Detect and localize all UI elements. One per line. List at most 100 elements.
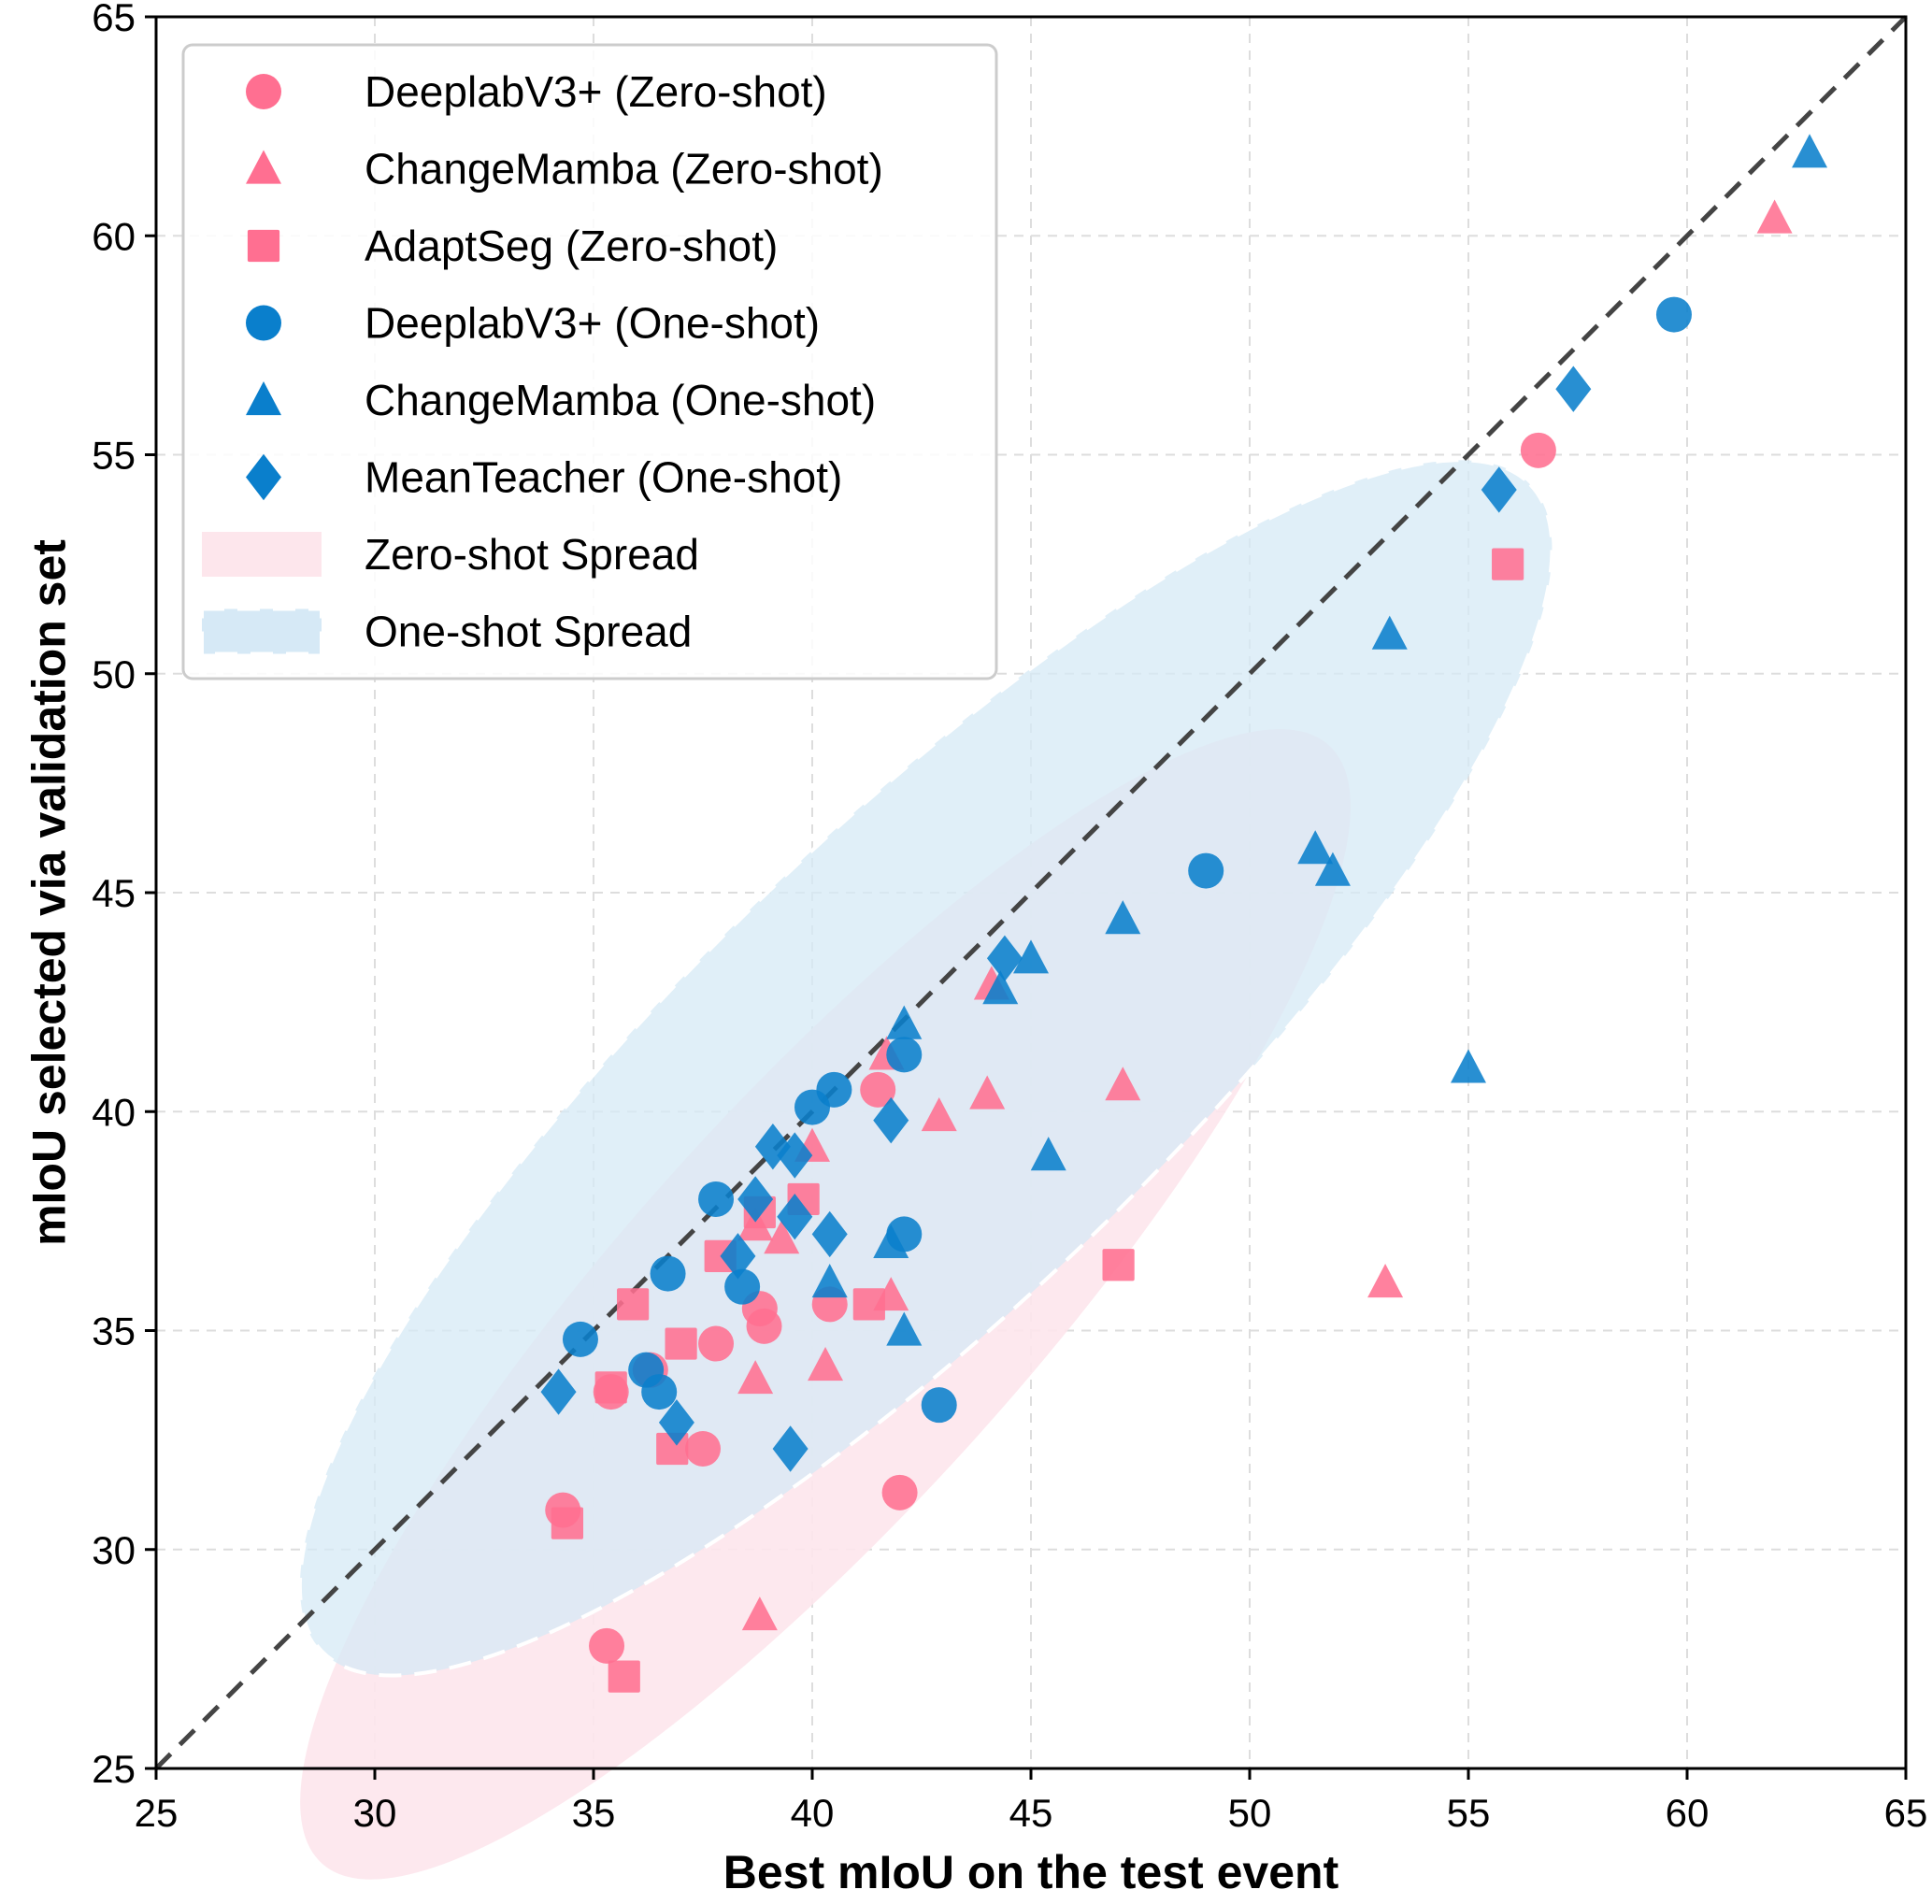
x-tick-label: 60 [1666, 1791, 1710, 1835]
data-point-circle [724, 1268, 761, 1305]
legend-marker-triangle-icon [246, 150, 281, 184]
legend-item: MeanTeacher (One-shot) [246, 453, 842, 502]
legend-item: ChangeMamba (Zero-shot) [246, 145, 883, 193]
data-point-triangle [1371, 615, 1408, 650]
data-point-triangle [1367, 1264, 1404, 1298]
data-point-square [608, 1660, 640, 1693]
data-point-diamond [777, 1193, 813, 1240]
legend-item: AdaptSeg (Zero-shot) [247, 222, 778, 270]
data-point-circle [746, 1308, 782, 1344]
y-axis-ticks: 25 30 35 40 45 50 55 60 65 [92, 0, 156, 1791]
legend-label: ChangeMamba (Zero-shot) [365, 145, 883, 193]
legend: DeeplabV3+ (Zero-shot) ChangeMamba (Zero-… [181, 43, 998, 680]
data-point-diamond [811, 1210, 848, 1258]
legend-box [181, 43, 998, 680]
series-meanteacher-one-shot [540, 365, 1592, 1472]
y-tick-label: 65 [92, 0, 136, 39]
y-tick-label: 35 [92, 1310, 136, 1353]
data-point-triangle [1756, 199, 1793, 234]
data-point-circle [698, 1181, 735, 1217]
legend-marker-circle-icon [246, 74, 281, 109]
legend-label: One-shot Spread [365, 608, 692, 656]
legend-marker-diamond-icon [246, 453, 281, 501]
data-point-triangle [741, 1596, 778, 1631]
x-tick-label: 55 [1447, 1791, 1491, 1835]
data-point-triangle [811, 1264, 848, 1298]
x-tick-label: 65 [1884, 1791, 1928, 1835]
data-point-circle [589, 1627, 625, 1664]
y-tick-label: 25 [92, 1747, 136, 1791]
x-tick-label: 30 [353, 1791, 397, 1835]
data-point-diamond [720, 1233, 756, 1280]
data-point-square [617, 1288, 650, 1321]
legend-label: ChangeMamba (One-shot) [365, 376, 876, 424]
data-point-triangle [1297, 830, 1334, 865]
data-point-triangle [1451, 1049, 1486, 1083]
legend-label: DeeplabV3+ (Zero-shot) [365, 67, 827, 116]
legend-label: DeeplabV3+ (One-shot) [365, 299, 820, 348]
legend-label: AdaptSeg (Zero-shot) [365, 222, 778, 270]
data-point-square [551, 1507, 584, 1539]
x-tick-label: 50 [1228, 1791, 1272, 1835]
data-point-triangle [969, 1075, 1006, 1109]
data-point-circle [1188, 852, 1224, 889]
legend-item: DeeplabV3+ (One-shot) [246, 299, 820, 348]
data-point-triangle [808, 1347, 844, 1381]
data-point-circle [641, 1374, 678, 1410]
data-point-square [1492, 548, 1524, 580]
data-point-diamond [737, 1176, 774, 1223]
data-point-diamond [754, 1124, 791, 1170]
legend-marker-circle-icon [246, 305, 281, 341]
data-point-triangle [1105, 1067, 1141, 1101]
one-shot-spread-swatch [200, 607, 323, 656]
data-point-triangle [1792, 134, 1828, 168]
legend-label: MeanTeacher (One-shot) [365, 453, 842, 502]
legend-item: Zero-shot Spread [202, 530, 699, 579]
data-point-circle [698, 1325, 735, 1362]
y-tick-label: 55 [92, 434, 136, 478]
data-point-triangle [1030, 1137, 1066, 1171]
x-tick-label: 35 [572, 1791, 616, 1835]
data-point-triangle [1105, 900, 1141, 935]
data-point-circle [1520, 432, 1556, 468]
series-deeplabv3-one-shot [562, 296, 1692, 1424]
data-point-triangle [921, 1096, 957, 1132]
data-point-circle [860, 1071, 896, 1108]
data-point-diamond [873, 1096, 909, 1144]
y-tick-label: 50 [92, 652, 136, 696]
data-point-circle [794, 1089, 830, 1125]
data-point-diamond [1481, 466, 1517, 513]
y-tick-label: 60 [92, 214, 136, 258]
data-point-circle [562, 1321, 598, 1357]
legend-marker-square-icon [247, 229, 280, 263]
data-point-circle [1655, 296, 1692, 333]
data-point-diamond [658, 1399, 694, 1446]
y-axis-title: mIoU selected via validation set [23, 539, 76, 1246]
data-point-square [852, 1288, 885, 1321]
data-point-diamond [1555, 365, 1592, 412]
data-point-diamond [986, 935, 1023, 981]
data-point-circle [881, 1474, 918, 1510]
data-point-diamond [540, 1368, 577, 1415]
x-tick-label: 45 [1009, 1791, 1053, 1835]
zero-shot-spread-swatch [202, 532, 322, 577]
data-point-triangle [886, 1311, 923, 1346]
y-tick-label: 30 [92, 1528, 136, 1572]
x-tick-label: 25 [135, 1791, 179, 1835]
data-point-triangle [982, 970, 1019, 1005]
data-points [540, 134, 1828, 1693]
data-point-square [1102, 1249, 1135, 1281]
data-point-triangle [873, 1224, 909, 1258]
data-point-triangle [1314, 852, 1351, 886]
data-point-diamond [777, 1132, 813, 1179]
data-point-triangle [764, 1220, 800, 1254]
legend-label: Zero-shot Spread [365, 530, 699, 579]
data-point-circle [685, 1430, 721, 1467]
data-point-circle [650, 1255, 686, 1292]
legend-marker-triangle-icon [246, 381, 281, 416]
data-point-circle [921, 1387, 957, 1424]
data-point-triangle [737, 1360, 774, 1395]
data-point-circle [886, 1037, 923, 1073]
x-tick-label: 40 [791, 1791, 835, 1835]
data-point-triangle [886, 1005, 923, 1039]
